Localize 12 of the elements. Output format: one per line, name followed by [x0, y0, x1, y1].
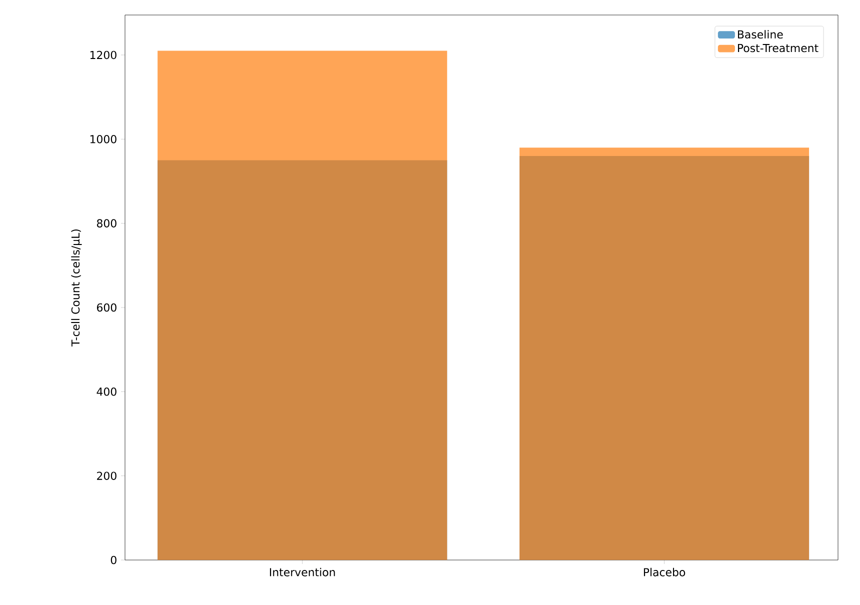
y-tick-label: 1000	[90, 135, 116, 144]
y-tick-label: 0	[110, 556, 116, 564]
y-tick-label: 1200	[90, 50, 116, 60]
x-tick-label: Intervention	[270, 568, 335, 576]
legend-label: Post-Treatment	[738, 44, 818, 52]
y-tick-label: 800	[96, 219, 116, 228]
y-tick-label: 600	[97, 303, 116, 312]
y-tick-label: 200	[97, 472, 116, 480]
x-tick-label: Placebo	[644, 568, 686, 576]
y-axis-title: T-cell Count (cells/μL)	[71, 229, 82, 346]
legend-label: Baseline	[738, 30, 783, 39]
y-tick-label: 400	[96, 388, 116, 396]
